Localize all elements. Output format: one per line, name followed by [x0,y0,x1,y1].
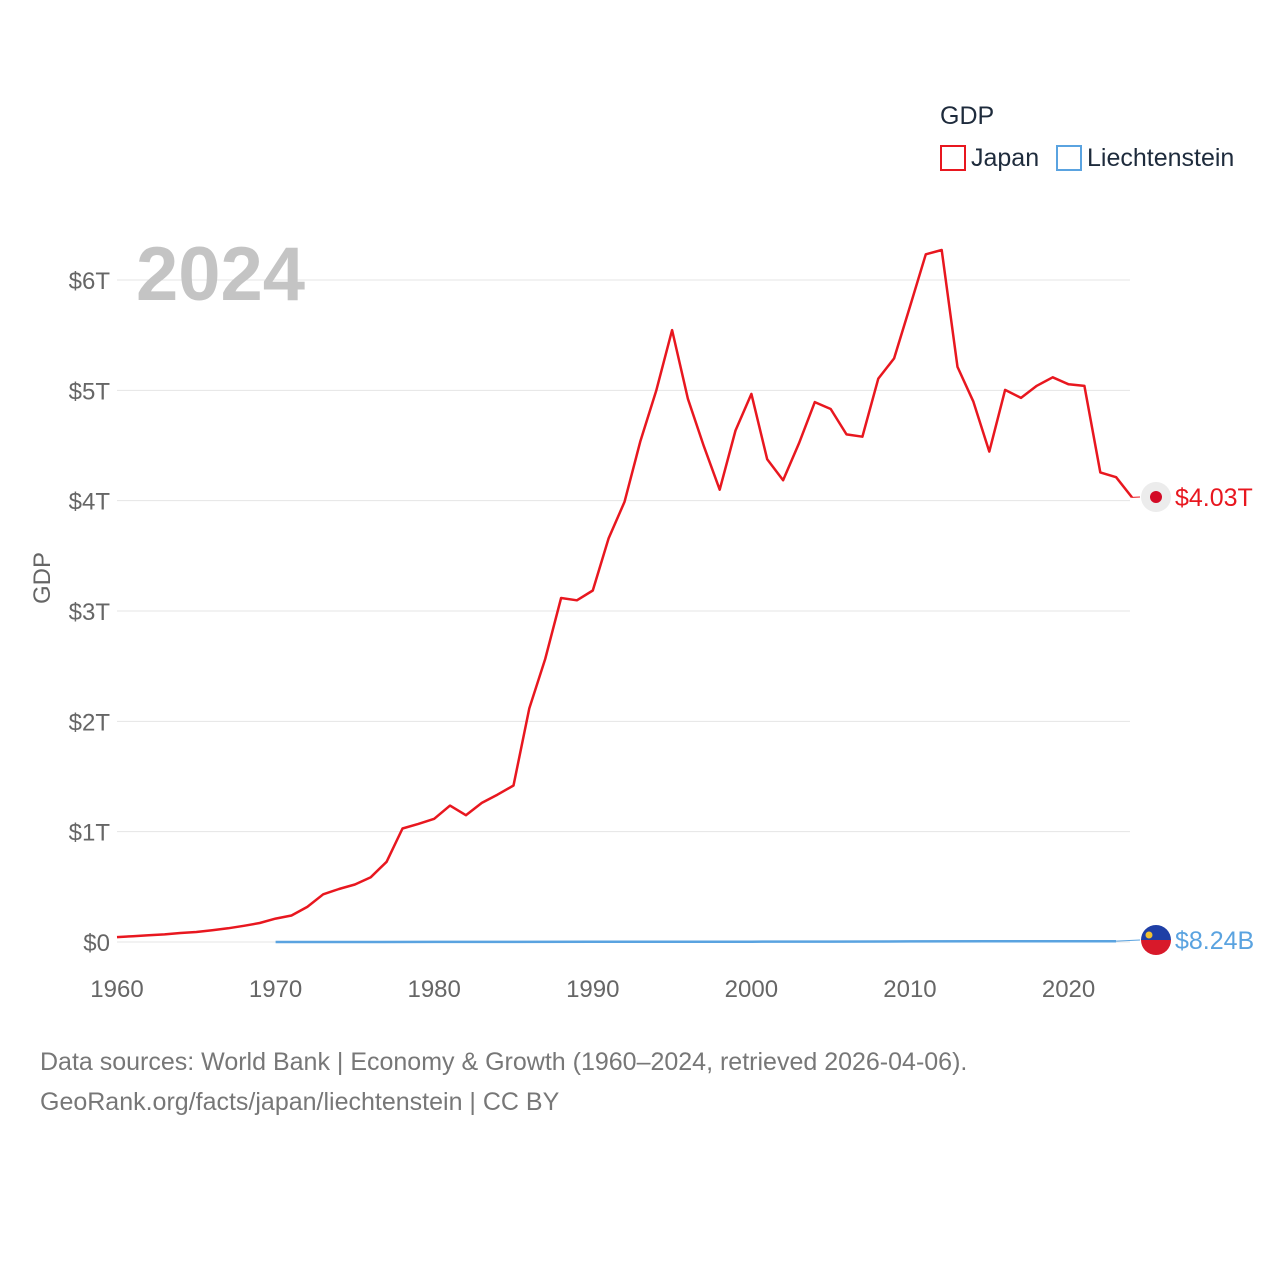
liechtenstein-flag-icon [1141,925,1171,955]
end-value-label-liechtenstein: $8.24B [1175,927,1254,955]
grid-lines [117,279,1130,943]
legend-swatch-liechtenstein[interactable] [1056,145,1082,171]
footer-link[interactable]: GeoRank.org/facts/japan/liechtenstein | … [40,1088,560,1116]
legend-label-liechtenstein[interactable]: Liechtenstein [1087,144,1234,172]
x-axis-ticks: 1960 1970 1980 1990 2000 2010 2020 [90,976,1095,1003]
x-tick-label: 2020 [1042,976,1095,1003]
legend[interactable]: GDP Japan Liechtenstein [940,102,1234,172]
legend-title: GDP [940,102,994,130]
x-tick-label: 1960 [90,976,143,1003]
y-tick-label: $1T [69,820,111,847]
footer-sources: Data sources: World Bank | Economy & Gro… [40,1048,968,1076]
series-line-japan [116,248,1133,939]
japan-flag-disc [1150,491,1162,503]
x-tick-label: 2010 [883,976,936,1003]
x-tick-label: 2000 [725,976,778,1003]
legend-swatch-japan[interactable] [940,145,966,171]
series-lines [116,248,1133,944]
y-tick-label: $2T [69,709,111,736]
series-line-liechtenstein [275,939,1117,944]
y-tick-label: $0 [83,930,110,957]
footer: Data sources: World Bank | Economy & Gro… [40,1042,1240,1122]
year-watermark: 2024 [136,232,305,317]
x-tick-label: 1970 [249,976,302,1003]
y-tick-label: $4T [69,489,111,516]
y-tick-label: $3T [69,599,111,626]
end-connector [1116,939,1141,942]
legend-label-japan[interactable]: Japan [971,144,1039,172]
end-value-label-japan: $4.03T [1175,484,1253,512]
end-markers: $4.03T $8.24B [1116,482,1254,955]
y-tick-label: $6T [69,268,111,295]
y-axis-ticks: $0 $1T $2T $3T $4T $5T $6T [69,268,111,957]
y-axis-title: GDP [29,552,56,604]
x-tick-label: 1990 [566,976,619,1003]
y-tick-label: $5T [69,378,111,405]
x-tick-label: 1980 [407,976,460,1003]
